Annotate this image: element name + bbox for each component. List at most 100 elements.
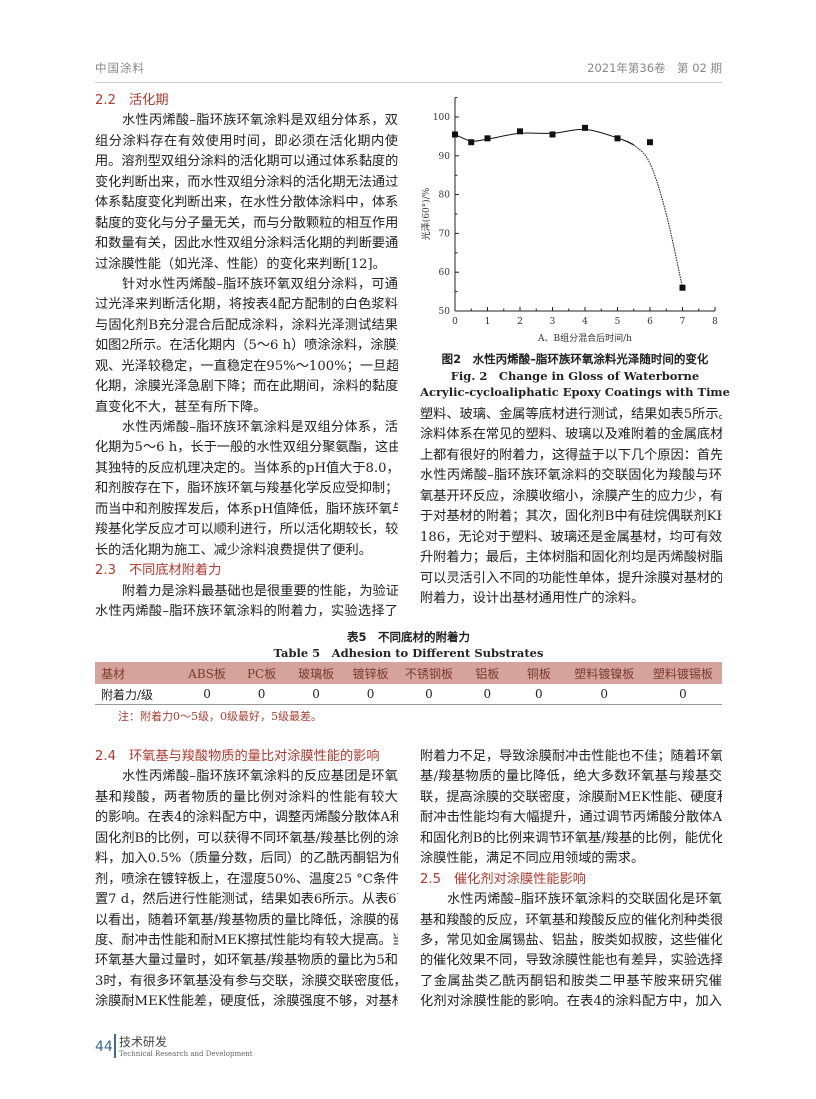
table-cell: 0 [203,687,211,701]
section-heading: 2.3 不同底材附着力 [95,561,398,581]
table-cell: 0 [257,687,266,701]
x-tick-label: 3 [550,317,556,327]
table-cell: 0 [425,687,433,701]
section-number: 2.5 [420,871,441,887]
text-line: 直变化不大，甚至有所下降。 [95,399,267,415]
text-line: 过光泽来判断活化期，将按表4配方配制的白色浆料 [95,297,398,313]
data-point [614,135,621,142]
text-line: 基和羧酸的反应，环氧基和羧酸反应的催化剂种类很 [420,912,722,928]
text-line: 的催化效果不同，导致涂膜性能也有差异，实验选择 [420,953,722,969]
section-number: 2.2 [95,93,116,108]
section-heading: 2.5 催化剂对涂膜性能影响 [420,870,722,890]
x-tick-label: 4 [582,317,588,327]
text-line: 的影响。在表4的涂料配方中，调整丙烯酸分散体A和 [95,810,398,826]
paragraph: 水性丙烯酸–脂环族环氧涂料是双组分体系，活 化期为5～6 h，长于一般的水性双组分… [95,418,398,561]
figure-caption-en-2: Acrylic-cycloaliphatic Epoxy Coatings wi… [420,385,730,399]
text-line: 附着力，设计出基材通用性广的涂料。 [420,590,645,606]
paragraph: 水性丙烯酸–脂环族环氧涂料的交联固化是环氧基和羧酸的反应，环氧基和羧酸反应的催化… [420,890,722,1013]
paragraph: 水性丙烯酸–脂环族环氧涂料是双组分体系，双 组分涂料存在有效使用时间，即必须在活化… [95,111,398,275]
table-header-cell: 玻璃板 [287,662,345,684]
table-cell: 0 [312,687,320,701]
text-line: 塑料、玻璃、金属等底材进行测试，结果如表5所示。该 [420,407,722,422]
table-header-cell: 铝板 [461,662,514,684]
data-point [452,131,458,138]
text-line: 置7 d，然后进行性能测试，结果如表6所示。从表6可 [95,892,398,908]
text-line: 了金属盐类乙酰丙酮铝和胺类二甲基苄胺来研究催 [420,973,722,989]
text-line: 化剂对涂膜性能的影响。在表4的涂料配方中，加入 [420,994,722,1010]
text-line: 观、光泽较稳定，一直稳定在95%～100%；一旦超过活 [95,358,398,374]
text-line: 和数量有关，因此水性双组分涂料活化期的判断要通 [95,236,398,252]
text-line: 3时，有很多环氧基没有参与交联，涂膜交联密度低， [95,973,398,989]
text-line: 与固化剂B充分混合后配成涂料，涂料光泽测试结果 [95,317,398,333]
x-tick-label: 8 [712,317,718,327]
y-tick-label: 60 [439,268,451,278]
text-line: 186，无论对于塑料、玻璃还是金属基材，均可有效提 [420,529,722,545]
table-cell: 0 [483,687,492,701]
table-note: 注：附着力0～5级，0级最好，5级最差。 [118,710,322,723]
y-tick-label: 50 [439,307,451,317]
section-title: 催化剂对涂膜性能影响 [454,871,586,887]
text-line: 联，提高涂膜的交联密度，涂膜耐MEK性能、硬度和 [420,789,722,805]
data-point [647,139,653,146]
table-caption-en: Table 5 Adhesion to Different Substrates [273,646,544,660]
table-cell: 0 [535,687,543,701]
text-line: 如图2所示。在活化期内（5～6 h）喷涂涂料，涂膜外 [95,338,398,354]
text-line: 水性丙烯酸–脂环族环氧涂料的反应基团是环氧 [122,769,398,785]
text-line: 耐冲击性能均有大幅提升，通过调节丙烯酸分散体A [420,810,722,826]
text-line: 黏度的变化与分子量无关，而与分散颗粒的相互作用 [95,215,398,231]
text-line: 水性丙烯酸–脂环族环氧涂料是双组分体系，双 [122,113,398,129]
data-point [468,139,475,146]
x-tick-label: 2 [517,317,523,327]
text-line: 料，加入0.5%（质量分数，后同）的乙酰丙酮铝为催化 [95,851,398,867]
journal-name: 中国涂料 [95,61,145,75]
page-number: 44 [95,1039,113,1055]
section-number: 2.4 [95,749,116,764]
table-caption-zh: 表5 不同底材的附着力 [346,630,470,644]
adhesion-table: 基材 ABS板 PC板 玻璃板 镀锌板 不锈钢板 铝板 铜板 塑料镀镍板 塑料镀锡板 附着力/级 0… [95,662,722,705]
paragraph: 附着力不足，导致涂膜耐冲击性能也不佳；随着环氧 基/羧基物质的量比降低，绝大多数环… [420,747,722,870]
text-line: 其独特的反应机理决定的。当体系的pH值大于8.0，中 [95,460,398,476]
fit-curve-dotted [617,137,683,288]
table-header-cell: 塑料镀锡板 [643,662,722,684]
text-line: 于对基材的附着；其次，固化剂B中有硅烷偶联剂KH- [420,509,722,525]
text-line: 多，常见如金属锡盐、铝盐，胺类如叔胺，这些催化剂 [420,932,722,948]
section-heading: 2.4 环氧基与羧酸物质的量比对涂膜性能的影响 [95,747,398,767]
text-line: 剂，喷涂在镀锌板上，在湿度50%、温度25 °C条件下放 [95,871,398,887]
table-header-cell: 基材 [95,662,179,684]
y-tick-label: 70 [439,229,451,239]
paragraph: 针对水性丙烯酸–脂环族环氧双组分涂料，可通 过光泽来判断活化期，将按表4配方配制的… [95,275,398,418]
y-tick-label: 80 [439,191,451,201]
section-title: 活化期 [129,93,169,108]
text-line: 固化剂B的比例，可以获得不同环氧基/羧基比例的涂 [95,830,398,846]
y-axis-label: 光泽(60°)/% [420,187,432,240]
data-point [679,284,686,291]
data-point [582,124,588,131]
text-line: 附着力是涂料最基础也是很重要的性能，为验证 [122,583,398,599]
text-line: 化期，涂膜光泽急剧下降；而在此期间，涂料的黏度一 [95,379,398,395]
text-line: 涂料体系在常见的塑料、玻璃以及难附着的金属底材 [420,427,722,443]
text-line: 升附着力；最后，主体树脂和固化剂均是丙烯酸树脂， [420,550,722,566]
text-line: 羧基化学反应才可以顺利进行，所以活化期较长，较 [95,522,398,538]
table-cell: 0 [366,687,375,701]
paragraph: 附着力是涂料最基础也是很重要的性能，为验证水性丙烯酸–脂环族环氧涂料的附着力，实… [95,582,398,623]
text-line: 水性丙烯酸–脂环族环氧涂料的交联固化为羧酸与环 [420,468,722,484]
right-column-bottom: 附着力不足，导致涂膜耐冲击性能也不佳；随着环氧 基/羧基物质的量比降低，绝大多数环… [420,747,722,1013]
fit-curve-solid [454,128,634,146]
text-line: 基和羧酸，两者物质的量比例对涂料的性能有较大 [95,789,398,805]
figure-caption-en-1: Fig. 2 Change in Gloss of Waterborne [450,369,700,383]
table-header-cell: 塑料镀镍板 [564,662,644,684]
table-header-row: 基材 ABS板 PC板 玻璃板 镀锌板 不锈钢板 铝板 铜板 塑料镀镍板 塑料镀锡板 [95,662,722,684]
table-cell: 0 [679,687,687,701]
paragraph: 塑料、玻璃、金属等底材进行测试，结果如表5所示。该 涂料体系在常见的塑料、玻璃以及… [420,405,722,609]
text-line: 以看出，随着环氧基/羧基物质的量比降低，涂膜的硬 [95,912,398,928]
text-line: 水性丙烯酸–脂环族环氧涂料的附着力，实验选择了 [95,603,398,619]
text-line: 水性丙烯酸–脂环族环氧涂料的交联固化是环氧 [447,892,722,908]
table-header-cell: 铜板 [513,662,565,684]
figure-caption-zh: 图2 水性丙烯酸–脂环族环氧涂料光泽随时间的变化 [441,352,709,366]
header-rule [95,82,722,83]
text-line: 涂膜性能，满足不同应用领域的需求。 [420,851,645,867]
x-tick-label: 1 [485,317,491,327]
section-heading: 2.2 活化期 [95,91,398,111]
x-axis-label: A、B组分混合后时间/h [537,332,632,344]
data-point [517,128,523,135]
